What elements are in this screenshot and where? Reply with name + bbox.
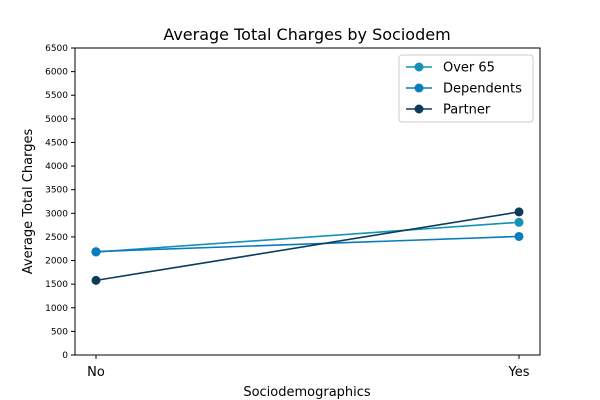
y-tick-label: 2500 (45, 233, 68, 243)
data-point (514, 207, 524, 217)
legend-box (398, 54, 534, 123)
y-tick-label: 2000 (45, 257, 68, 267)
y-tick-label: 500 (51, 327, 68, 337)
x-axis: No Yes (87, 355, 530, 380)
legend-swatch-marker (414, 62, 424, 72)
chart-title: Average Total Charges by Sociodem (163, 25, 450, 44)
series-line-2 (95, 211, 520, 282)
x-tick-label: No (87, 365, 105, 380)
y-tick-label: 1000 (45, 304, 68, 314)
y-tick-label: 3000 (45, 209, 68, 219)
y-tick-label: 4500 (45, 138, 68, 148)
y-tick-label: 0 (62, 351, 68, 361)
y-tick-label: 6000 (45, 68, 68, 78)
y-tick-label: 6500 (45, 44, 68, 54)
legend-label: Dependents (443, 82, 522, 97)
series-layer (91, 207, 524, 285)
y-tick-label: 4000 (45, 162, 68, 172)
legend-swatch-marker (414, 83, 424, 93)
data-point (514, 231, 524, 241)
series-line-1 (95, 235, 520, 253)
y-tick-label: 3500 (45, 186, 68, 196)
legend: Over 65 Dependents Partner (398, 54, 534, 123)
series-line-0 (95, 221, 520, 253)
y-tick-label: 5500 (45, 91, 68, 101)
data-point (91, 275, 101, 285)
legend-label: Over 65 (443, 61, 495, 76)
y-tick-label: 1500 (45, 280, 68, 290)
data-point (91, 247, 101, 257)
legend-label: Partner (443, 103, 491, 118)
x-tick-label: Yes (508, 365, 530, 380)
y-axis: 0 500 1000 1500 2000 2500 3000 3500 4000 4500 5000… (45, 44, 75, 361)
x-axis-label: Sociodemographics (243, 385, 371, 400)
y-tick-label: 5000 (45, 115, 68, 125)
legend-swatch-marker (414, 104, 424, 114)
plot-area-frame (74, 47, 541, 356)
data-point (514, 217, 524, 227)
y-axis-label: Average Total Charges (21, 129, 36, 275)
